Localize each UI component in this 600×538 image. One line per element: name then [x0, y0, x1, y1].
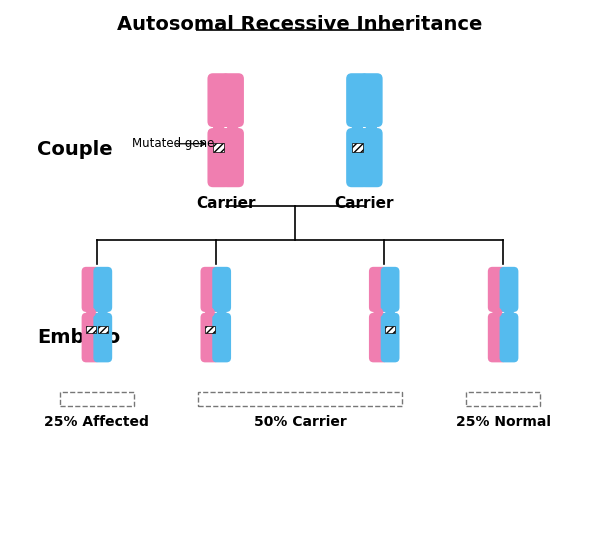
FancyBboxPatch shape: [500, 313, 518, 363]
FancyBboxPatch shape: [212, 313, 231, 363]
FancyBboxPatch shape: [346, 128, 368, 187]
Bar: [466, 392, 540, 406]
Bar: [205, 325, 215, 332]
FancyBboxPatch shape: [360, 73, 383, 127]
Circle shape: [218, 308, 226, 316]
FancyBboxPatch shape: [208, 128, 230, 187]
Text: Couple: Couple: [37, 140, 113, 159]
Text: 50% Carrier: 50% Carrier: [254, 415, 346, 429]
Bar: [98, 325, 107, 332]
FancyBboxPatch shape: [221, 73, 244, 127]
Text: 25% Normal: 25% Normal: [455, 415, 551, 429]
FancyBboxPatch shape: [380, 267, 400, 312]
FancyBboxPatch shape: [82, 313, 100, 363]
Bar: [199, 392, 401, 406]
Circle shape: [386, 308, 394, 316]
FancyBboxPatch shape: [360, 128, 383, 187]
Bar: [213, 143, 224, 152]
Circle shape: [206, 308, 214, 316]
Text: Carrier: Carrier: [335, 196, 394, 210]
Bar: [352, 143, 363, 152]
FancyBboxPatch shape: [500, 267, 518, 312]
FancyBboxPatch shape: [94, 267, 112, 312]
Circle shape: [352, 123, 362, 133]
FancyBboxPatch shape: [212, 267, 231, 312]
Circle shape: [367, 123, 376, 133]
Text: Carrier: Carrier: [196, 196, 256, 210]
Text: 25% Affected: 25% Affected: [44, 415, 149, 429]
FancyBboxPatch shape: [94, 313, 112, 363]
FancyBboxPatch shape: [200, 313, 220, 363]
FancyBboxPatch shape: [488, 267, 506, 312]
Circle shape: [214, 123, 224, 133]
FancyBboxPatch shape: [380, 313, 400, 363]
FancyBboxPatch shape: [200, 267, 220, 312]
Text: Embryo: Embryo: [37, 328, 121, 347]
Circle shape: [374, 308, 382, 316]
Text: Autosomal Recessive Inheritance: Autosomal Recessive Inheritance: [118, 16, 482, 34]
FancyBboxPatch shape: [221, 128, 244, 187]
FancyBboxPatch shape: [346, 73, 368, 127]
Circle shape: [228, 123, 238, 133]
Bar: [60, 392, 134, 406]
Circle shape: [87, 308, 95, 316]
FancyBboxPatch shape: [82, 267, 100, 312]
FancyBboxPatch shape: [488, 313, 506, 363]
Circle shape: [98, 308, 107, 316]
Bar: [385, 325, 395, 332]
Bar: [86, 325, 96, 332]
FancyBboxPatch shape: [208, 73, 230, 127]
Text: Mutated gene: Mutated gene: [131, 137, 214, 150]
FancyBboxPatch shape: [369, 313, 388, 363]
FancyBboxPatch shape: [369, 267, 388, 312]
Circle shape: [493, 308, 502, 316]
Circle shape: [505, 308, 513, 316]
